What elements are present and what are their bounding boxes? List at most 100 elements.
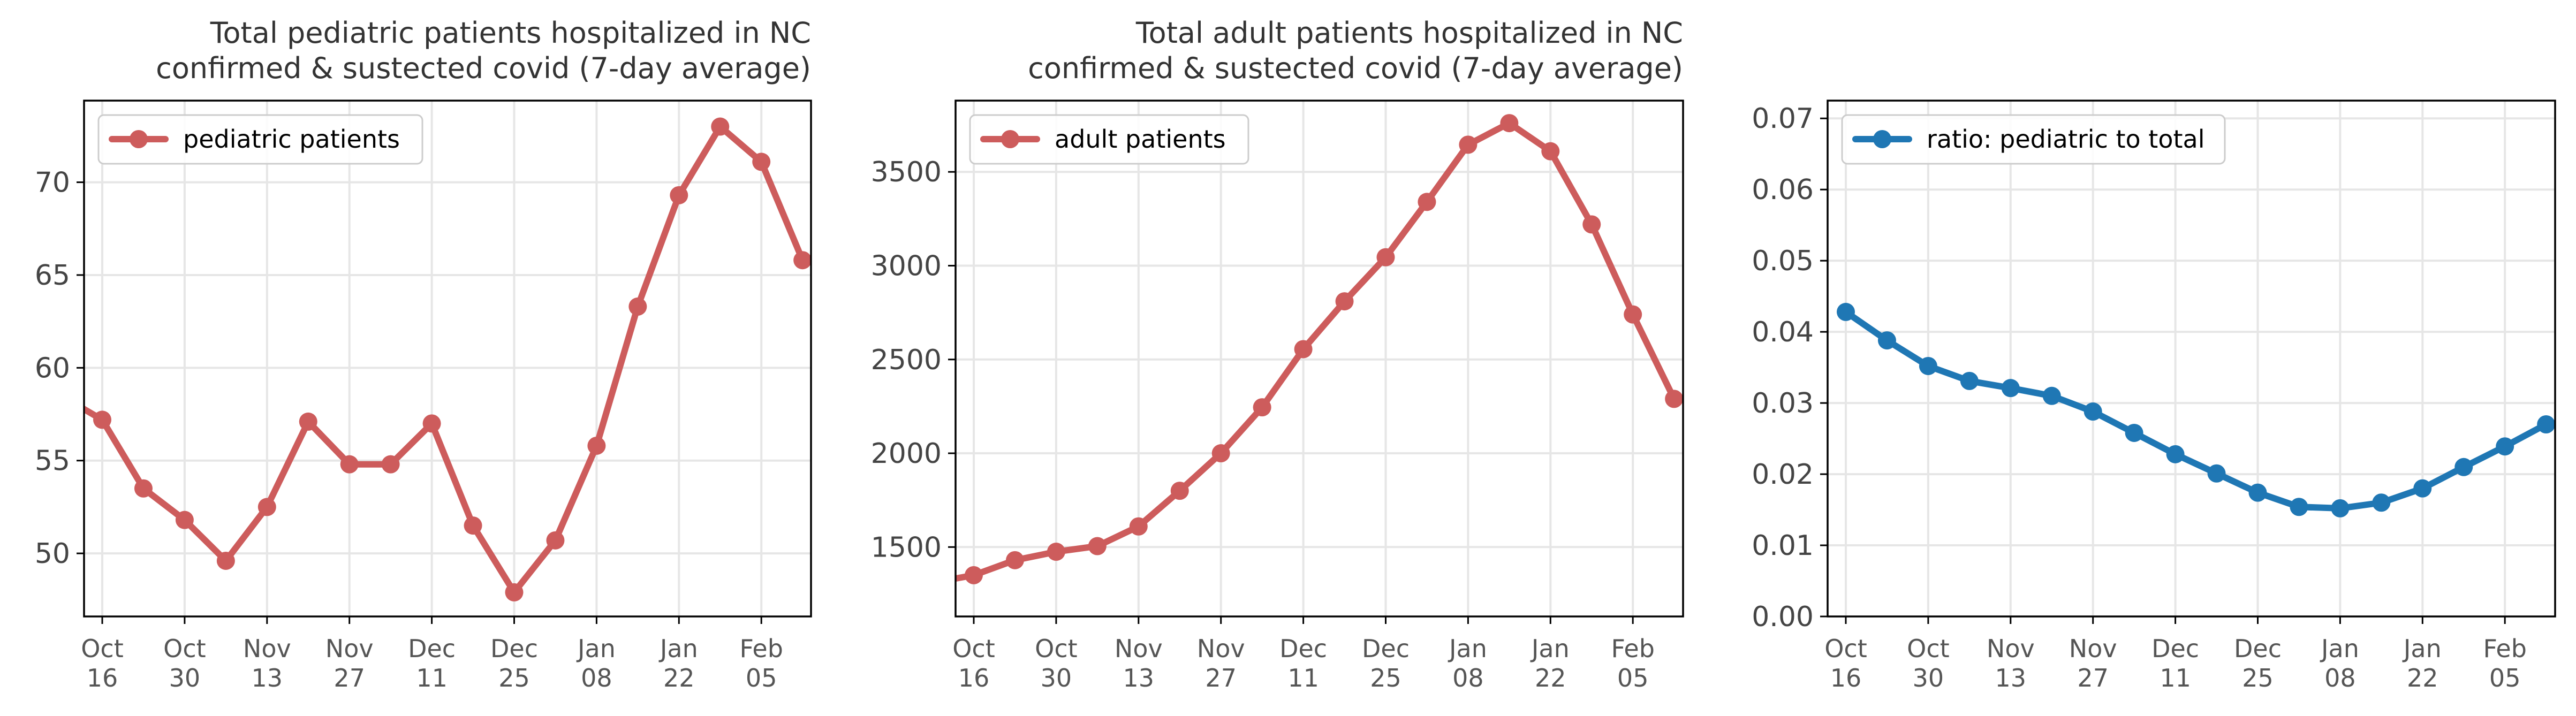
y-tick-label: 65: [35, 260, 70, 292]
data-point: [2125, 423, 2143, 442]
data-point: [1211, 444, 1230, 463]
x-tick-label-day: 05: [746, 664, 777, 692]
x-tick-label-month: Nov: [1987, 634, 2035, 663]
data-point: [1376, 248, 1395, 266]
x-tick-label-day: 30: [1041, 664, 1072, 692]
data-point: [134, 479, 153, 498]
data-point: [381, 455, 400, 474]
x-tick-label-month: Dec: [2151, 634, 2199, 663]
legend-marker-swatch: [1001, 130, 1019, 148]
chart-title-line: confirmed & sustected covid (7-day avera…: [1028, 51, 1683, 85]
data-point: [2372, 493, 2391, 512]
y-tick-label: 55: [35, 445, 70, 477]
x-tick-label-month: Nov: [2069, 634, 2117, 663]
x-tick-label-day: 05: [1617, 664, 1649, 692]
x-tick-label-day: 27: [334, 664, 365, 692]
data-point: [587, 436, 606, 455]
x-tick-label-day: 11: [416, 664, 448, 692]
chart-title-line: Total pediatric patients hospitalized in…: [210, 16, 811, 50]
x-tick-label-month: Dec: [2234, 634, 2282, 663]
data-point: [1418, 193, 1436, 211]
y-tick-label: 60: [35, 352, 70, 384]
data-point: [299, 412, 317, 431]
x-tick-label-month: Jan: [2402, 634, 2442, 663]
data-point: [1919, 356, 1937, 375]
y-tick-label: 0.02: [1752, 459, 1814, 491]
x-tick-label-month: Jan: [2320, 634, 2359, 663]
x-tick-label-month: Oct: [81, 634, 124, 663]
data-point: [1170, 482, 1189, 500]
x-tick-label-day: 13: [1995, 664, 2027, 692]
y-tick-label: 0.04: [1752, 316, 1814, 348]
x-tick-label-month: Nov: [1197, 634, 1245, 663]
chart-title-line: Total adult patients hospitalized in NC: [1135, 16, 1683, 50]
data-point: [1335, 292, 1354, 311]
data-point: [1837, 302, 1855, 321]
x-tick-label-day: 05: [2489, 664, 2521, 692]
series-1-group: [1837, 302, 2555, 517]
x-tick-label-month: Jan: [1448, 634, 1487, 663]
x-tick-label-day: 25: [1370, 664, 1401, 692]
x-tick-label-day: 11: [1287, 664, 1319, 692]
axes-frame: [954, 100, 1684, 618]
x-tick-label-month: Oct: [1035, 634, 1078, 663]
axes-frame: [83, 100, 812, 618]
data-point: [546, 531, 565, 550]
data-point: [2083, 402, 2102, 421]
y-tick-label: 0.06: [1752, 174, 1814, 206]
series-1-group: [84, 117, 811, 601]
x-tick-label-day: 22: [2407, 664, 2438, 692]
data-point: [257, 498, 276, 516]
x-tick-label-month: Nov: [325, 634, 374, 663]
x-tick-label-day: 08: [581, 664, 612, 692]
data-point: [2331, 499, 2350, 517]
x-tick-label-day: 16: [87, 664, 118, 692]
axes-frame: [1827, 100, 2556, 618]
data-point: [2001, 379, 2020, 398]
y-tick-label: 3500: [871, 156, 942, 188]
data-point: [711, 117, 730, 136]
y-tick-label: 70: [35, 167, 70, 199]
legend-box: [97, 114, 423, 165]
data-point: [1047, 543, 1065, 561]
x-tick-label-month: Oct: [952, 634, 995, 663]
x-tick-label-month: Feb: [2483, 634, 2526, 663]
data-point: [1624, 305, 1642, 324]
legend-marker-swatch: [130, 130, 148, 148]
x-tick-label-day: 30: [1913, 664, 1944, 692]
chart-panel-3: 0.000.010.020.030.040.050.060.07Oct16Oct…: [1752, 100, 2556, 692]
data-point: [1459, 135, 1478, 154]
x-tick-label-day: 22: [1535, 664, 1566, 692]
x-tick-label-month: Dec: [1279, 634, 1327, 663]
x-tick-label-day: 08: [1452, 664, 1484, 692]
data-point: [1877, 331, 1896, 350]
y-tick-label: 0.07: [1752, 103, 1814, 135]
data-point: [2454, 458, 2473, 476]
data-point: [628, 297, 647, 316]
y-tick-label: 2000: [871, 438, 942, 470]
chart-panel-2: 15002000250030003500Oct16Oct30Nov13Nov27…: [871, 16, 1684, 692]
data-point: [2496, 437, 2514, 456]
data-point: [464, 516, 482, 535]
x-tick-label-day: 13: [252, 664, 283, 692]
x-tick-label-day: 25: [498, 664, 530, 692]
x-tick-label-month: Oct: [163, 634, 206, 663]
y-tick-label: 0.03: [1752, 387, 1814, 420]
x-tick-label-month: Dec: [490, 634, 538, 663]
x-tick-label-month: Dec: [408, 634, 456, 663]
data-point: [2207, 464, 2226, 483]
x-tick-label-month: Jan: [658, 634, 698, 663]
legend-label: ratio: pediatric to total: [1927, 125, 2204, 154]
legend-box: [969, 114, 1249, 165]
y-tick-label: 0.01: [1752, 530, 1814, 562]
legend-box: [1841, 114, 2226, 165]
x-tick-label-day: 13: [1123, 664, 1155, 692]
data-point: [2413, 479, 2432, 498]
x-tick-label-day: 22: [663, 664, 695, 692]
y-tick-label: 0.00: [1752, 601, 1814, 633]
data-point: [1500, 114, 1519, 133]
x-tick-label-day: 11: [2160, 664, 2191, 692]
data-point: [1294, 340, 1313, 359]
